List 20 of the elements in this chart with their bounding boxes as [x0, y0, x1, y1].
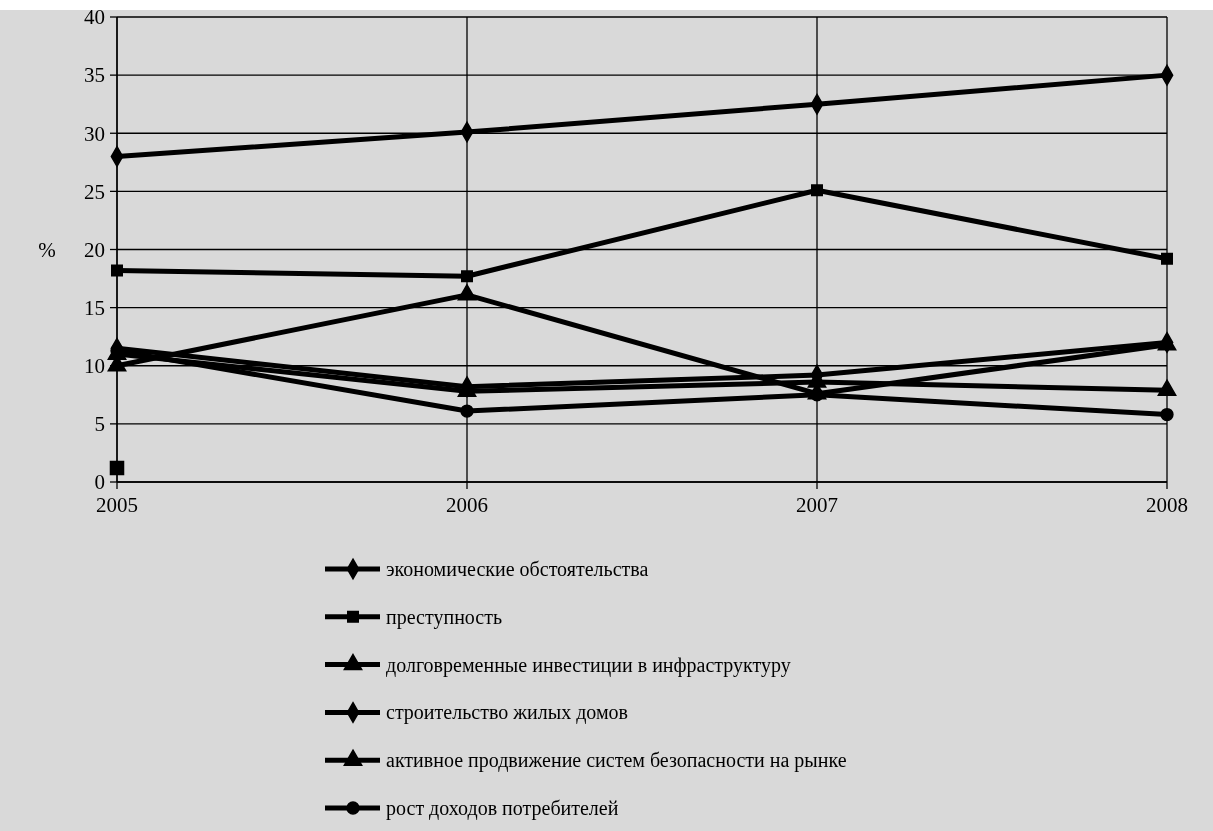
- y-tick-label: 15: [84, 295, 105, 320]
- legend-label: рост доходов потребителей: [386, 797, 619, 820]
- legend-label: долговременные инвестиции в инфраструктуру: [386, 653, 791, 677]
- x-tick-label: 2005: [96, 493, 138, 517]
- legend-label: преступность: [386, 605, 503, 629]
- x-tick-label: 2006: [446, 493, 488, 517]
- y-tick-label: 35: [84, 63, 105, 88]
- legend-label: активное продвижение систем безопасности на рынке: [386, 749, 847, 773]
- y-tick-label: 5: [94, 412, 105, 437]
- y-tick-label: 20: [84, 237, 105, 262]
- y-tick-label: 0: [94, 470, 105, 495]
- legend-label: строительство жилых домов: [386, 701, 629, 725]
- x-tick-label: 2007: [796, 493, 838, 517]
- x-tick-label: 2008: [1146, 493, 1188, 517]
- y-tick-label: 25: [84, 179, 105, 204]
- y-tick-label: 30: [84, 121, 105, 146]
- y-tick-label: 10: [84, 354, 105, 379]
- legend-label: экономические обстоятельства: [386, 558, 649, 580]
- y-tick-label: 40: [84, 5, 105, 30]
- y-axis-title: %: [38, 237, 56, 262]
